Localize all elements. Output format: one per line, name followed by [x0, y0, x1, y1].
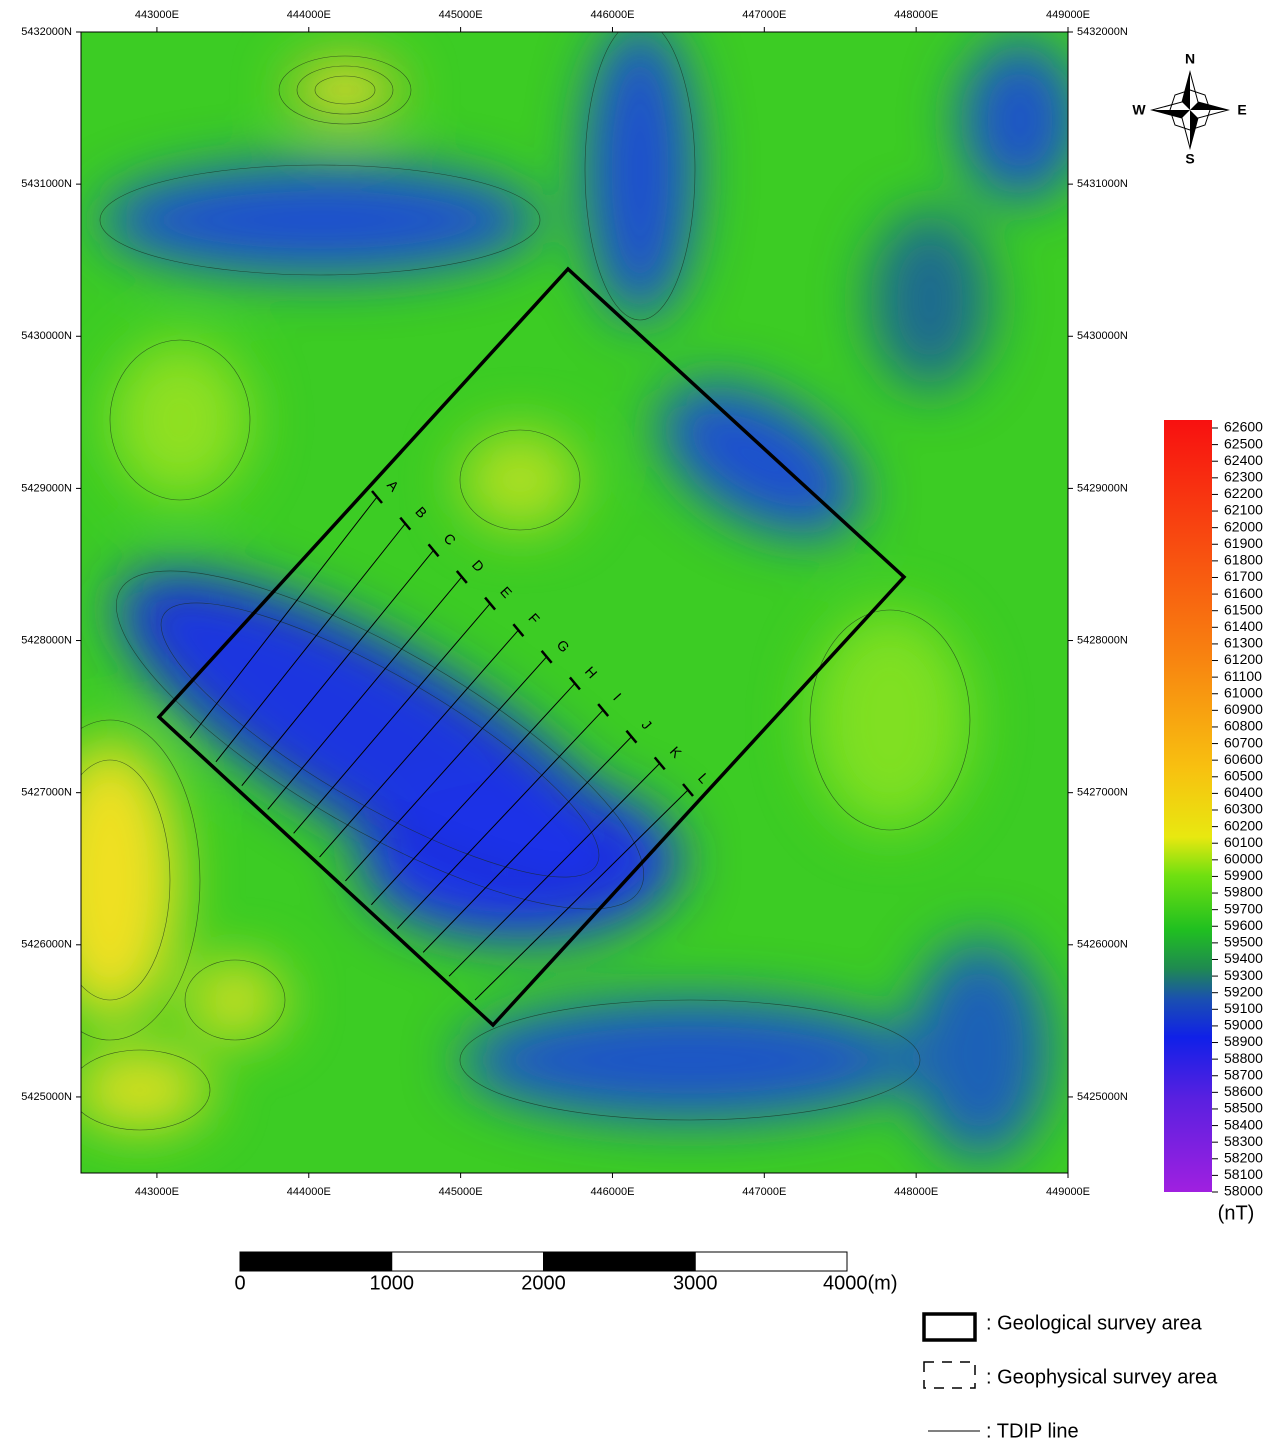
colorbar [1164, 420, 1212, 1192]
colorbar-tick-label: 61400 [1224, 618, 1263, 634]
x-tick-label: 447000E [742, 1186, 786, 1198]
colorbar-tick-label: 58000 [1224, 1183, 1263, 1199]
x-tick-label: 445000E [439, 9, 483, 21]
x-tick-label: 443000E [135, 1186, 179, 1198]
colorbar-tick-label: 60900 [1224, 701, 1263, 717]
colorbar-tick-label: 61500 [1224, 601, 1263, 617]
colorbar-tick-label: 58100 [1224, 1166, 1263, 1182]
y-tick-label: 5428000N [1077, 634, 1128, 646]
colorbar-tick-label: 60700 [1224, 734, 1263, 750]
colorbar-tick-label: 61700 [1224, 568, 1263, 584]
y-tick-label: 5428000N [21, 634, 72, 646]
legend-label: : TDIP line [986, 1420, 1079, 1442]
x-tick-label: 446000E [590, 9, 634, 21]
colorbar-tick-label: 62400 [1224, 452, 1263, 468]
colorbar-tick-label: 58600 [1224, 1083, 1263, 1099]
y-tick-label: 5430000N [1077, 330, 1128, 342]
colorbar-tick-label: 62500 [1224, 435, 1263, 451]
colorbar-tick-label: 59100 [1224, 1000, 1263, 1016]
colorbar-tick-label: 58300 [1224, 1133, 1263, 1149]
colorbar-tick-label: 60600 [1224, 751, 1263, 767]
colorbar-tick-label: 61800 [1224, 552, 1263, 568]
scale-label: 3000 [673, 1272, 718, 1294]
colorbar-tick-label: 62200 [1224, 485, 1263, 501]
y-tick-label: 5432000N [1077, 26, 1128, 38]
y-tick-label: 5426000N [1077, 939, 1128, 951]
colorbar-tick-label: 62000 [1224, 518, 1263, 534]
scale-label: 2000 [521, 1272, 566, 1294]
scale-label: 1000 [370, 1272, 415, 1294]
colorbar-tick-label: 59800 [1224, 884, 1263, 900]
scale-segment [240, 1252, 392, 1271]
y-tick-label: 5430000N [21, 330, 72, 342]
x-tick-label: 444000E [287, 9, 331, 21]
colorbar-tick-label: 59600 [1224, 917, 1263, 933]
colorbar-tick-label: 61200 [1224, 651, 1263, 667]
y-tick-label: 5427000N [1077, 787, 1128, 799]
colorbar-tick-label: 59700 [1224, 900, 1263, 916]
colorbar-tick-label: 59900 [1224, 867, 1263, 883]
colorbar-tick-label: 60000 [1224, 851, 1263, 867]
colorbar-tick-label: 60800 [1224, 718, 1263, 734]
colorbar-tick-label: 58200 [1224, 1149, 1263, 1165]
colorbar-tick-label: 61300 [1224, 635, 1263, 651]
x-tick-label: 449000E [1046, 9, 1090, 21]
colorbar-tick-label: 59200 [1224, 983, 1263, 999]
colorbar-tick-label: 61000 [1224, 684, 1263, 700]
colorbar-unit: (nT) [1218, 1202, 1255, 1224]
scale-segment [544, 1252, 696, 1271]
x-tick-label: 448000E [894, 9, 938, 21]
colorbar-tick-label: 62100 [1224, 502, 1263, 518]
x-tick-label: 444000E [287, 1186, 331, 1198]
x-tick-label: 448000E [894, 1186, 938, 1198]
legend-label: : Geological survey area [986, 1312, 1203, 1334]
y-tick-label: 5431000N [1077, 178, 1128, 190]
colorbar-tick-label: 58800 [1224, 1050, 1263, 1066]
legend-label: : Geophysical survey area [986, 1366, 1218, 1388]
colorbar-tick-label: 58400 [1224, 1116, 1263, 1132]
colorbar-tick-label: 60300 [1224, 801, 1263, 817]
compass-n: N [1185, 51, 1195, 67]
colorbar-tick-label: 59000 [1224, 1017, 1263, 1033]
y-tick-label: 5425000N [1077, 1091, 1128, 1103]
scale-segment [695, 1252, 847, 1271]
colorbar-tick-label: 58900 [1224, 1033, 1263, 1049]
y-tick-label: 5432000N [21, 26, 72, 38]
colorbar-tick-label: 61100 [1224, 668, 1262, 684]
compass-e: E [1237, 102, 1246, 118]
x-tick-label: 447000E [742, 9, 786, 21]
y-tick-label: 5427000N [21, 787, 72, 799]
x-tick-label: 445000E [439, 1186, 483, 1198]
colorbar-tick-label: 59400 [1224, 950, 1263, 966]
y-tick-label: 5429000N [1077, 482, 1128, 494]
colorbar-tick-label: 59500 [1224, 934, 1263, 950]
y-tick-label: 5429000N [21, 482, 72, 494]
colorbar-tick-label: 62600 [1224, 419, 1263, 435]
colorbar-tick-label: 61600 [1224, 585, 1263, 601]
colorbar-tick-label: 59300 [1224, 967, 1263, 983]
x-tick-label: 446000E [590, 1186, 634, 1198]
colorbar-tick-label: 60200 [1224, 817, 1263, 833]
y-tick-label: 5431000N [21, 178, 72, 190]
colorbar-tick-label: 58700 [1224, 1066, 1263, 1082]
x-tick-label: 449000E [1046, 1186, 1090, 1198]
compass-w: W [1132, 102, 1146, 118]
compass: N S W E [1132, 51, 1246, 167]
colorbar-tick-label: 60100 [1224, 834, 1263, 850]
scale-segment [392, 1252, 544, 1271]
y-tick-label: 5425000N [21, 1091, 72, 1103]
compass-s: S [1185, 151, 1194, 167]
colorbar-tick-label: 60400 [1224, 784, 1263, 800]
x-tick-label: 443000E [135, 9, 179, 21]
colorbar-tick-label: 61900 [1224, 535, 1263, 551]
scale-label: 0 [234, 1272, 245, 1294]
scale-label: 4000(m) [823, 1272, 897, 1294]
colorbar-tick-label: 62300 [1224, 469, 1263, 485]
colorbar-tick-label: 58500 [1224, 1100, 1263, 1116]
colorbar-tick-label: 60500 [1224, 767, 1263, 783]
map-figure: ABCDEFGHIJKL N S W E (nT) : Geological s… [0, 0, 1281, 1444]
y-tick-label: 5426000N [21, 939, 72, 951]
legend: : Geological survey area : Geophysical s… [924, 1312, 1218, 1442]
